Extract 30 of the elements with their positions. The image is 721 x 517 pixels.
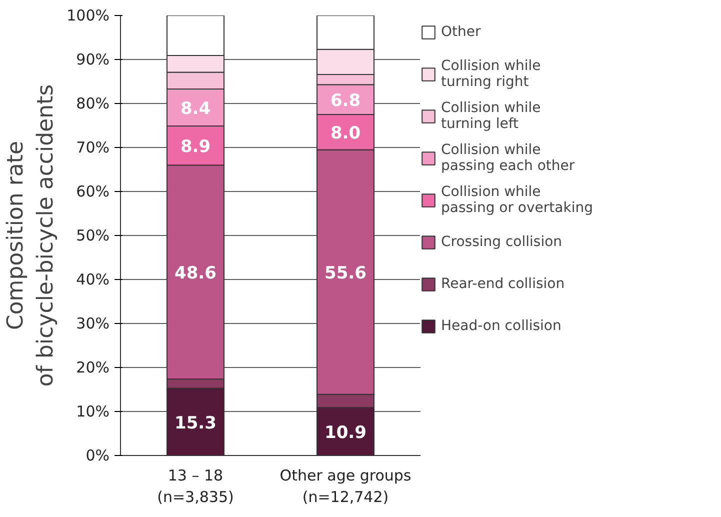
data-label: 15.3 [174, 413, 216, 434]
data-label: 48.6 [174, 264, 216, 284]
y-tick-label: 50% [76, 226, 110, 244]
legend-label: Crossing collision [441, 233, 562, 252]
legend-label: Collision while passing each other [441, 141, 575, 175]
legend-label: Collision while passing or overtaking [441, 183, 593, 217]
y-tick-label: 30% [76, 314, 110, 332]
legend-label: Head-on collision [441, 317, 562, 336]
y-tick-label: 100% [66, 6, 110, 24]
data-label: 8.0 [330, 124, 361, 144]
y-tick-label: 90% [76, 50, 110, 68]
legend-label: Rear-end collision [441, 275, 565, 294]
y-tick-label: 70% [76, 138, 110, 156]
x-tick-label: Other age groups (n=12,742) [280, 466, 412, 506]
y-tick-label: 20% [76, 358, 110, 376]
y-tick-label: 0% [86, 446, 110, 464]
legend-label: Other [441, 23, 481, 42]
legend-label: Collision while turning left [441, 99, 541, 133]
y-tick-label: 60% [76, 182, 110, 200]
y-tick-label: 80% [76, 94, 110, 112]
data-label: 10.9 [324, 423, 366, 444]
legend-label: Collision while turning right [441, 57, 541, 91]
x-tick-label: 13 – 18 (n=3,835) [157, 466, 234, 506]
y-tick-label: 10% [76, 402, 110, 420]
y-axis-title: Composition rate of bicycle-bicycle accidents [4, 84, 59, 387]
data-label: 55.6 [324, 264, 366, 284]
y-tick-label: 40% [76, 270, 110, 288]
data-label: 8.9 [180, 137, 211, 158]
data-label: 8.4 [180, 98, 211, 119]
data-label: 6.8 [330, 91, 361, 112]
